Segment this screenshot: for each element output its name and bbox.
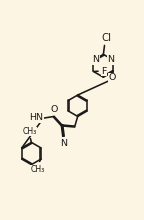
Text: F: F	[101, 67, 107, 76]
Text: O: O	[51, 105, 58, 114]
Text: HN: HN	[29, 113, 43, 122]
Text: N: N	[107, 55, 114, 64]
Text: O: O	[108, 73, 115, 82]
Text: CH₃: CH₃	[31, 165, 45, 174]
Text: Cl: Cl	[101, 33, 111, 43]
Text: N: N	[60, 139, 67, 148]
Text: N: N	[93, 55, 100, 64]
Text: CH₃: CH₃	[22, 127, 37, 136]
